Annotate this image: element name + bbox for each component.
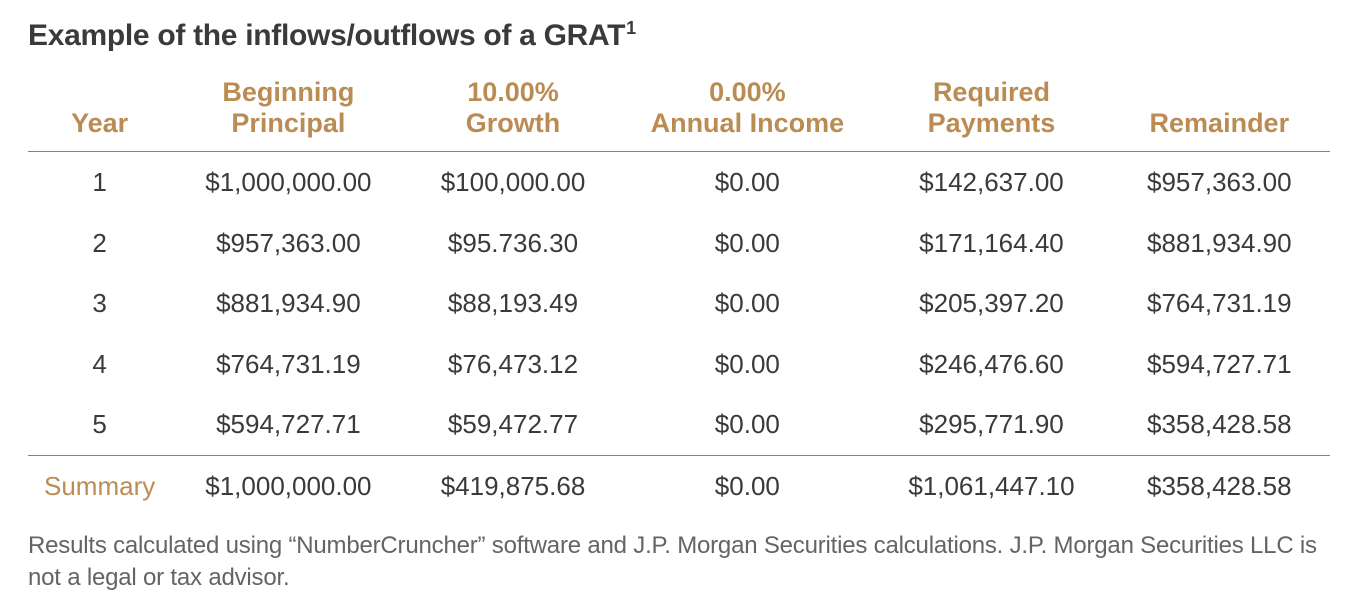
page-title: Example of the inflows/outflows of a GRA… xyxy=(28,18,1330,53)
col-header-remainder: Remainder xyxy=(1109,71,1330,152)
cell-remainder: $594,727.71 xyxy=(1109,334,1330,395)
cell-growth: $59,472.77 xyxy=(406,394,621,455)
cell-payments: $246,476.60 xyxy=(874,334,1108,395)
cell-remainder: $358,428.58 xyxy=(1109,394,1330,455)
summary-row: Summary $1,000,000.00 $419,875.68 $0.00 … xyxy=(28,455,1330,516)
cell-payments: $1,061,447.10 xyxy=(874,455,1108,516)
cell-summary-label: Summary xyxy=(28,455,171,516)
cell-principal: $1,000,000.00 xyxy=(171,455,405,516)
cell-growth: $88,193.49 xyxy=(406,273,621,334)
cell-year: 4 xyxy=(28,334,171,395)
cell-remainder: $764,731.19 xyxy=(1109,273,1330,334)
table-container: Example of the inflows/outflows of a GRA… xyxy=(0,0,1358,595)
col-header-label: 0.00%Annual Income xyxy=(651,77,845,138)
footnote-text: Results calculated using “NumberCruncher… xyxy=(28,530,1330,595)
col-header-year: Year xyxy=(28,71,171,152)
cell-year: 1 xyxy=(28,152,171,213)
cell-payments: $205,397.20 xyxy=(874,273,1108,334)
table-row: 1 $1,000,000.00 $100,000.00 $0.00 $142,6… xyxy=(28,152,1330,213)
title-superscript: 1 xyxy=(626,18,636,38)
cell-income: $0.00 xyxy=(620,152,874,213)
col-header-income: 0.00%Annual Income xyxy=(620,71,874,152)
cell-principal: $1,000,000.00 xyxy=(171,152,405,213)
title-text: Example of the inflows/outflows of a GRA… xyxy=(28,19,625,52)
col-header-growth: 10.00%Growth xyxy=(406,71,621,152)
table-row: 3 $881,934.90 $88,193.49 $0.00 $205,397.… xyxy=(28,273,1330,334)
cell-principal: $881,934.90 xyxy=(171,273,405,334)
col-header-label: Year xyxy=(71,108,128,138)
table-row: 2 $957,363.00 $95.736.30 $0.00 $171,164.… xyxy=(28,213,1330,274)
cell-income: $0.00 xyxy=(620,455,874,516)
col-header-principal: BeginningPrincipal xyxy=(171,71,405,152)
table-row: 5 $594,727.71 $59,472.77 $0.00 $295,771.… xyxy=(28,394,1330,455)
cell-payments: $142,637.00 xyxy=(874,152,1108,213)
cell-remainder: $881,934.90 xyxy=(1109,213,1330,274)
cell-growth: $419,875.68 xyxy=(406,455,621,516)
cell-income: $0.00 xyxy=(620,334,874,395)
cell-year: 3 xyxy=(28,273,171,334)
cell-income: $0.00 xyxy=(620,273,874,334)
cell-growth: $100,000.00 xyxy=(406,152,621,213)
cell-payments: $171,164.40 xyxy=(874,213,1108,274)
cell-principal: $957,363.00 xyxy=(171,213,405,274)
header-row: Year BeginningPrincipal 10.00%Growth 0.0… xyxy=(28,71,1330,152)
cell-growth: $76,473.12 xyxy=(406,334,621,395)
cell-year: 2 xyxy=(28,213,171,274)
cell-income: $0.00 xyxy=(620,394,874,455)
cell-principal: $594,727.71 xyxy=(171,394,405,455)
grat-table: Year BeginningPrincipal 10.00%Growth 0.0… xyxy=(28,71,1330,516)
col-header-label: BeginningPrincipal xyxy=(222,77,354,138)
cell-income: $0.00 xyxy=(620,213,874,274)
cell-growth: $95.736.30 xyxy=(406,213,621,274)
cell-remainder: $957,363.00 xyxy=(1109,152,1330,213)
col-header-label: 10.00%Growth xyxy=(466,77,561,138)
cell-year: 5 xyxy=(28,394,171,455)
cell-principal: $764,731.19 xyxy=(171,334,405,395)
col-header-payments: RequiredPayments xyxy=(874,71,1108,152)
col-header-label: RequiredPayments xyxy=(928,77,1056,138)
cell-remainder: $358,428.58 xyxy=(1109,455,1330,516)
col-header-label: Remainder xyxy=(1150,108,1290,138)
cell-payments: $295,771.90 xyxy=(874,394,1108,455)
table-row: 4 $764,731.19 $76,473.12 $0.00 $246,476.… xyxy=(28,334,1330,395)
